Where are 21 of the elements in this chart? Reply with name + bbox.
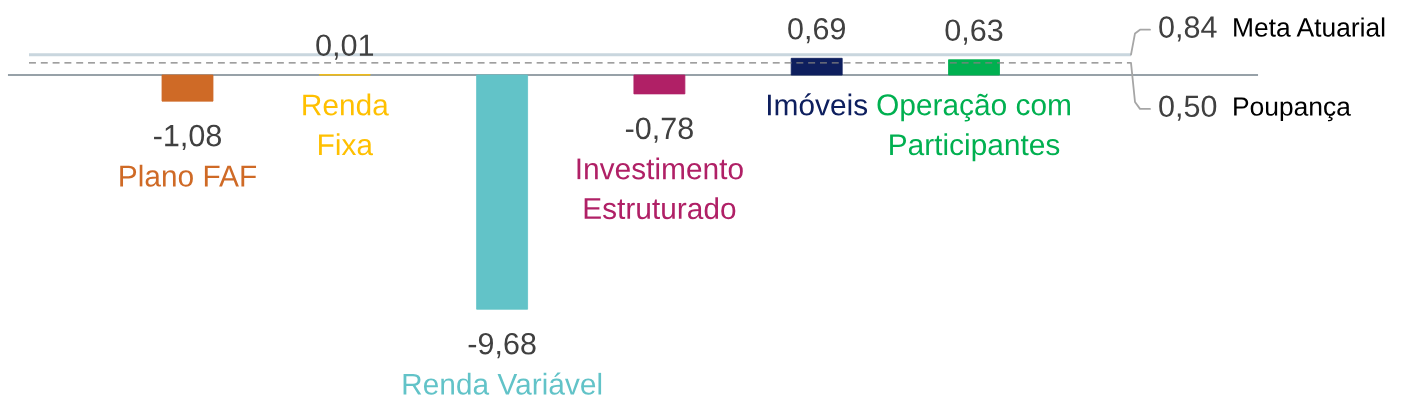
bar <box>790 57 843 76</box>
data-label: -9,68 <box>468 332 536 359</box>
x-tick-label: Plano FAF <box>120 164 257 187</box>
data-label: 0,63 <box>945 19 1003 45</box>
text: 0,50 <box>1159 95 1217 121</box>
text: 0,84 <box>1159 16 1217 42</box>
bar <box>948 59 1000 76</box>
text: Meta Atuarial <box>1234 17 1385 37</box>
x-tick-label: Investimento Estruturado <box>577 157 743 220</box>
bar <box>161 74 214 102</box>
x-tick-label: Operação com Participantes <box>877 93 1070 162</box>
bar <box>476 74 528 310</box>
x-tick-label: Renda Variável <box>403 372 602 395</box>
x-tick-label: Imóveis <box>768 93 868 116</box>
text: Poupança <box>1234 97 1351 122</box>
data-label: 0,01 <box>316 34 374 60</box>
x-tick-label: Renda Fixa <box>303 93 389 156</box>
data-label: -1,08 <box>154 124 221 151</box>
bar <box>633 74 686 95</box>
data-label: -0,78 <box>625 117 693 143</box>
data-label: 0,69 <box>788 17 845 44</box>
